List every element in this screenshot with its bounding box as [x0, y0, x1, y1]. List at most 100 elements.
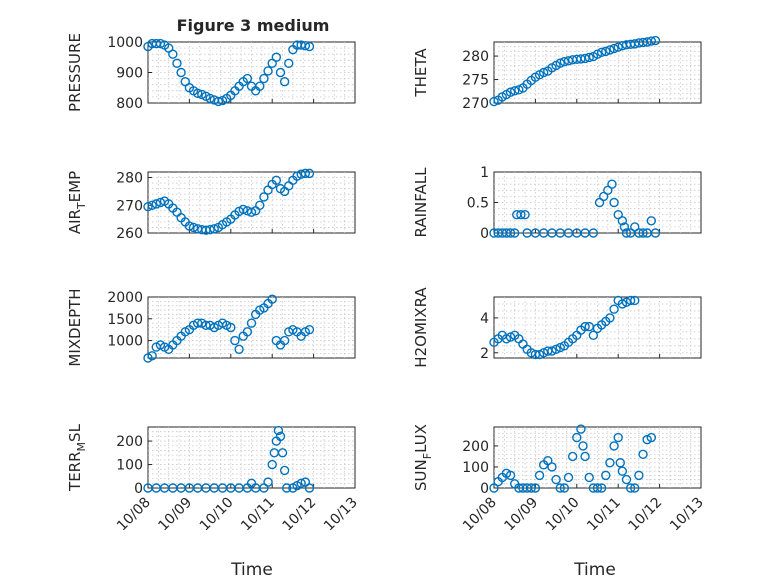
data-point — [168, 49, 178, 59]
data-point — [619, 222, 630, 232]
data-point — [279, 335, 290, 346]
y-tick-label: 200 — [462, 439, 489, 455]
data-point — [646, 216, 657, 226]
data-point — [505, 228, 516, 238]
data-point — [646, 432, 657, 443]
data-point — [304, 41, 315, 52]
subplot-h2omixra: 2 4 H2OMIXRA — [412, 287, 702, 368]
data-point — [209, 224, 219, 234]
y-tick-label: 800 — [116, 96, 143, 112]
series-theta — [489, 35, 661, 107]
data-point — [588, 330, 599, 341]
plot-area-terr-msl — [147, 426, 356, 489]
data-point — [176, 67, 186, 78]
y-tick-label: 1 — [480, 165, 489, 181]
data-point — [304, 324, 315, 335]
data-point — [538, 67, 549, 78]
y-tick-label: 270 — [116, 198, 143, 214]
grid-h2omixra — [494, 297, 701, 358]
data-point — [259, 73, 269, 84]
data-point — [551, 474, 561, 485]
y-tick-label: 1500 — [107, 312, 143, 328]
data-point — [555, 58, 565, 68]
data-point — [273, 425, 284, 436]
data-point — [617, 299, 628, 309]
series-sun-flux — [489, 424, 657, 493]
y-axis-label-mixdepth: MIXDEPTH — [66, 288, 84, 366]
data-point — [520, 209, 530, 220]
data-point — [279, 76, 290, 87]
data-point — [650, 228, 661, 238]
data-point — [246, 207, 257, 217]
data-point — [230, 335, 240, 346]
series-pressure — [143, 38, 315, 107]
data-point — [143, 201, 153, 212]
data-point — [213, 96, 224, 107]
data-point — [489, 483, 499, 493]
data-point — [646, 36, 657, 46]
data-point — [551, 344, 561, 354]
data-point — [621, 474, 632, 485]
series-air-temp — [143, 168, 315, 235]
data-point — [281, 483, 292, 493]
data-point — [259, 192, 269, 202]
data-point — [650, 35, 661, 46]
data-point — [271, 52, 282, 62]
x-tick-label: 10/11 — [238, 495, 278, 535]
y-axis-label-terr-msl: TERRMSL — [66, 423, 88, 492]
subplot-terr-msl: 0 100 200 10/08 10/09 10/10 10/11 10/12 10/13 TER… — [66, 423, 361, 534]
grid-sun-flux — [494, 427, 701, 488]
y-tick-label: 280 — [116, 171, 143, 187]
data-point — [155, 38, 166, 49]
x-tick-label: 10/13 — [321, 495, 361, 535]
data-point — [267, 459, 277, 470]
data-point — [547, 346, 557, 356]
y-tick-label: 0.5 — [467, 196, 489, 212]
y-tick-label: 100 — [462, 460, 489, 476]
data-point — [516, 209, 526, 220]
data-point — [592, 483, 603, 493]
y-tick-label: 0 — [134, 481, 143, 497]
data-point — [242, 73, 253, 84]
data-point — [625, 295, 636, 306]
data-point — [267, 294, 277, 304]
data-point — [201, 320, 211, 331]
data-point — [501, 334, 512, 344]
data-point — [609, 43, 619, 54]
data-point — [205, 224, 215, 235]
x-tick-label: 10/10 — [197, 495, 237, 535]
y-axis-label-pressure: PRESSURE — [66, 33, 84, 112]
y-tick-label: 0 — [480, 481, 489, 497]
y-tick-label: 4 — [480, 311, 489, 327]
data-point — [601, 470, 611, 481]
x-tick-label: 10/13 — [667, 495, 707, 535]
y-tick-label: 280 — [462, 49, 489, 65]
y-tick-label: 2000 — [107, 290, 143, 306]
data-point — [279, 465, 290, 476]
y-axis-label-theta: THETA — [412, 48, 430, 98]
data-point — [584, 52, 594, 63]
series-mixdepth — [143, 294, 315, 363]
data-point — [555, 483, 565, 493]
y-tick-label: 260 — [116, 226, 143, 242]
data-point — [563, 472, 574, 483]
y-tick-label: 2 — [480, 346, 489, 362]
y-axis-label-rainfall: RAINFALL — [412, 167, 430, 238]
data-point — [277, 448, 288, 458]
data-point — [588, 228, 599, 238]
data-point — [555, 342, 565, 353]
data-point — [226, 322, 236, 333]
data-point — [634, 470, 644, 481]
data-point — [580, 451, 590, 462]
data-point — [578, 441, 588, 451]
data-point — [246, 318, 257, 328]
grid-theta — [494, 42, 701, 103]
data-point — [271, 175, 282, 186]
series-h2omixra — [489, 295, 640, 360]
x-tick-label: 10/08 — [114, 495, 154, 535]
data-point — [596, 47, 607, 58]
data-point — [296, 478, 306, 489]
data-point — [596, 483, 607, 493]
y-tick-label: 0 — [480, 226, 489, 242]
